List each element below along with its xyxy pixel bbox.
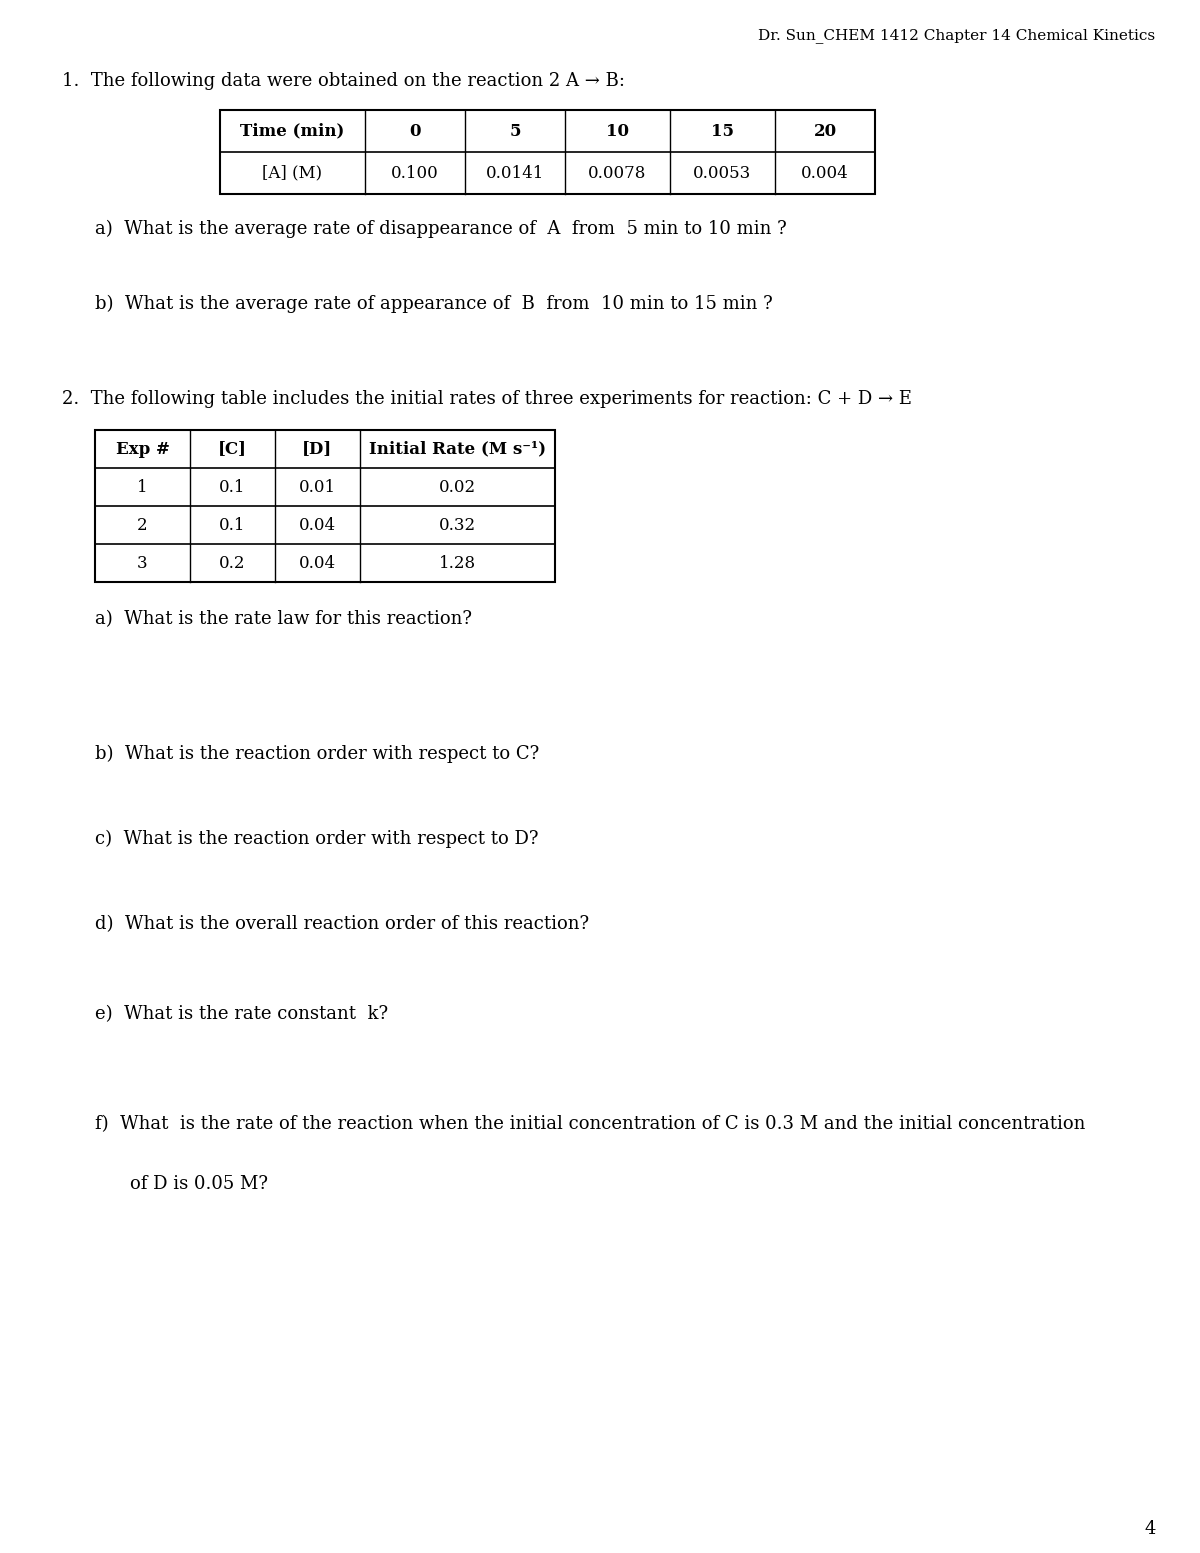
Text: 0.1: 0.1 [220, 517, 246, 534]
Text: 10: 10 [606, 123, 629, 140]
Text: 0.004: 0.004 [802, 165, 848, 182]
Text: 0.32: 0.32 [439, 517, 476, 534]
Text: 0.02: 0.02 [439, 478, 476, 495]
Text: a)  What is the rate law for this reaction?: a) What is the rate law for this reactio… [95, 610, 472, 627]
Text: [D]: [D] [302, 441, 332, 458]
Text: 15: 15 [710, 123, 734, 140]
Text: [A] (M): [A] (M) [263, 165, 323, 182]
Bar [220, 110, 875, 194]
Text: [C]: [C] [218, 441, 247, 458]
Text: f)  What  is the rate of the reaction when the initial concentration of C is 0.3: f) What is the rate of the reaction when… [95, 1115, 1085, 1134]
Text: 0: 0 [409, 123, 421, 140]
Text: e)  What is the rate constant  k?: e) What is the rate constant k? [95, 1005, 388, 1023]
Text: Exp #: Exp # [115, 441, 169, 458]
Text: 1.  The following data were obtained on the reaction 2 A → B:: 1. The following data were obtained on t… [62, 71, 625, 90]
Text: 2: 2 [137, 517, 148, 534]
Text: 1: 1 [137, 478, 148, 495]
Text: Dr. Sun_CHEM 1412 Chapter 14 Chemical Kinetics: Dr. Sun_CHEM 1412 Chapter 14 Chemical Ki… [758, 28, 1154, 43]
Text: of D is 0.05 M?: of D is 0.05 M? [130, 1176, 268, 1193]
Text: 20: 20 [814, 123, 836, 140]
Text: Initial Rate (M s⁻¹): Initial Rate (M s⁻¹) [368, 441, 546, 458]
Text: b)  What is the reaction order with respect to C?: b) What is the reaction order with respe… [95, 745, 539, 763]
Text: 0.0053: 0.0053 [694, 165, 751, 182]
Bar [95, 430, 554, 582]
Text: c)  What is the reaction order with respect to D?: c) What is the reaction order with respe… [95, 829, 539, 848]
Text: 0.0141: 0.0141 [486, 165, 544, 182]
Text: 0.04: 0.04 [299, 554, 336, 572]
Text: b)  What is the average rate of appearance of  B  from  10 min to 15 min ?: b) What is the average rate of appearanc… [95, 295, 773, 314]
Text: 0.04: 0.04 [299, 517, 336, 534]
Text: 1.28: 1.28 [439, 554, 476, 572]
Text: a)  What is the average rate of disappearance of  A  from  5 min to 10 min ?: a) What is the average rate of disappear… [95, 221, 787, 238]
Text: 4: 4 [1145, 1520, 1156, 1537]
Text: 0.100: 0.100 [391, 165, 439, 182]
Text: 5: 5 [509, 123, 521, 140]
Text: d)  What is the overall reaction order of this reaction?: d) What is the overall reaction order of… [95, 915, 589, 933]
Text: 3: 3 [137, 554, 148, 572]
Text: 0.0078: 0.0078 [588, 165, 647, 182]
Text: 0.01: 0.01 [299, 478, 336, 495]
Text: 0.2: 0.2 [220, 554, 246, 572]
Text: Time (min): Time (min) [240, 123, 344, 140]
Text: 0.1: 0.1 [220, 478, 246, 495]
Text: 2.  The following table includes the initial rates of three experiments for reac: 2. The following table includes the init… [62, 390, 912, 408]
